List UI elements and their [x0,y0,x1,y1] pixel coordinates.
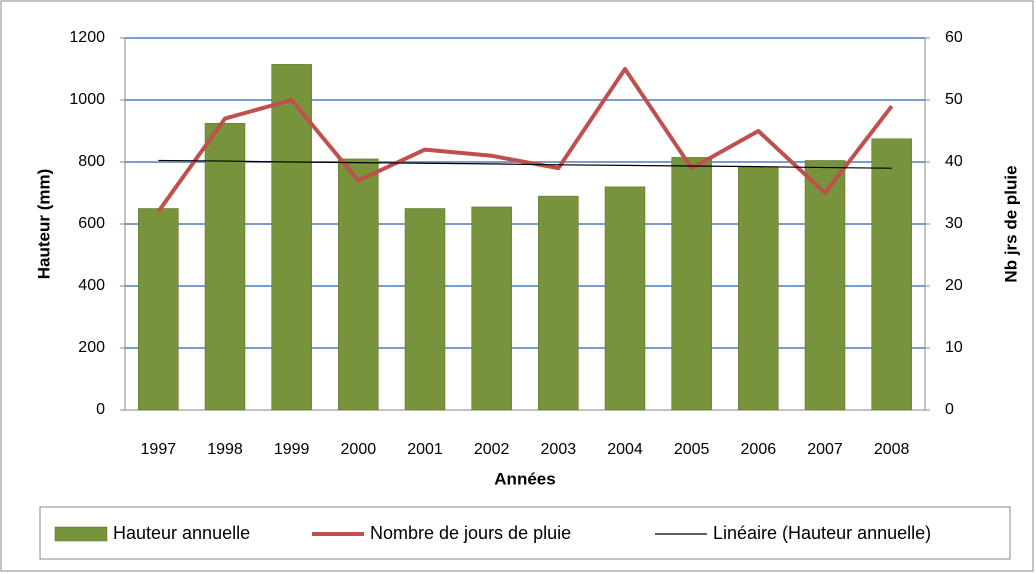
y2-tick-label: 0 [945,401,954,418]
bar [471,206,512,411]
y2-tick-label: 20 [945,277,963,294]
x-tick-label: 1997 [141,441,177,458]
legend-swatch [54,526,108,542]
y-tick-label: 1200 [69,29,105,46]
legend-label: Nombre de jours de pluie [370,523,571,543]
y2-tick-label: 10 [945,339,963,356]
bar [671,157,712,411]
x-tick-label: 2008 [874,441,910,458]
legend-label: Hauteur annuelle [113,523,250,543]
line-series [156,67,894,213]
bar [271,64,312,411]
bar [738,166,779,411]
x-tick-label: 2006 [741,441,777,458]
y2-tick-label: 40 [945,153,963,170]
x-tick-label: 1999 [274,441,310,458]
bar [804,160,846,411]
x-axis-title: Années [494,469,555,488]
x-tick-label: 2003 [541,441,577,458]
bar [604,186,646,411]
x-tick-label: 2000 [341,441,377,458]
x-tick-label: 1998 [207,441,243,458]
bar [138,208,179,411]
y-tick-label: 800 [78,153,105,170]
y2-tick-label: 50 [945,91,963,108]
y-tick-label: 600 [78,215,105,232]
bar [538,195,579,411]
x-tick-label: 2005 [674,441,710,458]
x-tick-label: 2002 [474,441,510,458]
y-tick-label: 1000 [69,91,105,108]
bar [204,123,246,411]
legend-label: Linéaire (Hauteur annuelle) [713,523,931,543]
bar [404,208,446,411]
y2-tick-label: 60 [945,29,963,46]
y-tick-label: 200 [78,339,105,356]
bar [338,158,379,411]
x-tick-label: 2001 [407,441,443,458]
y2-tick-label: 30 [945,215,963,232]
x-tick-label: 2004 [607,441,643,458]
y2-axis-title: Nb jrs de pluie [1001,165,1020,282]
y-tick-label: 400 [78,277,105,294]
y-tick-label: 0 [96,401,105,418]
x-tick-label: 2007 [807,441,843,458]
y-axis-title: Hauteur (mm) [34,169,53,280]
legend-box [39,506,1011,560]
bar [871,138,912,411]
line-series [158,159,892,169]
